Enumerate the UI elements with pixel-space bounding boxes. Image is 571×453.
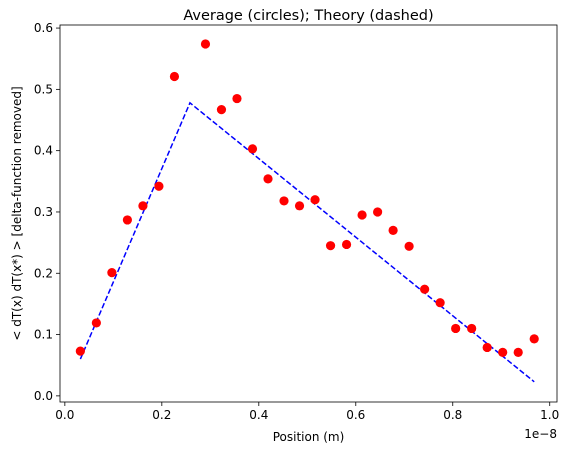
data-point	[247, 144, 258, 154]
data-point	[341, 239, 352, 250]
data-point	[232, 93, 242, 104]
data-point	[279, 196, 289, 206]
y-axis-label: < dT(x) dT(x*) > [delta-function removed…	[10, 86, 24, 340]
plot-frame	[59, 24, 558, 403]
data-point	[435, 298, 445, 308]
data-point	[420, 284, 430, 294]
data-point	[388, 225, 398, 235]
x-tick-label: 1.0	[540, 408, 559, 422]
y-axis: 0.0 0.1 0.2 0.3 0.4 0.5 0.6	[34, 21, 60, 403]
x-axis-offset-label: 1e−8	[524, 427, 557, 441]
data-point	[310, 195, 320, 205]
y-tick-label: 0.1	[34, 328, 53, 342]
chart-title: Average (circles); Theory (dashed)	[183, 8, 433, 24]
x-axis-label: Position (m)	[273, 430, 345, 444]
data-point	[294, 201, 305, 211]
data-point	[513, 347, 523, 357]
data-point	[91, 318, 101, 328]
data-point	[154, 181, 164, 191]
data-point	[200, 39, 211, 49]
data-point	[467, 323, 477, 334]
x-tick-label: 0.4	[249, 408, 268, 422]
y-tick-label: 0.0	[34, 389, 53, 403]
data-point	[357, 210, 367, 220]
data-point	[451, 323, 461, 334]
data-point	[138, 201, 148, 211]
data-point	[122, 215, 132, 225]
data-point	[107, 268, 117, 278]
data-point	[404, 241, 414, 251]
y-tick-label: 0.2	[34, 266, 53, 280]
plot-area	[59, 24, 558, 403]
data-point	[325, 241, 336, 251]
y-tick-label: 0.5	[34, 82, 53, 96]
y-tick-label: 0.4	[34, 144, 53, 158]
y-tick-label: 0.3	[34, 205, 53, 219]
data-point	[216, 104, 227, 115]
x-tick-label: 0.0	[55, 408, 74, 422]
data-point	[372, 207, 383, 217]
data-point	[169, 71, 180, 82]
x-tick-label: 0.8	[443, 408, 462, 422]
data-point	[263, 174, 273, 184]
x-axis: 0.0 0.2 0.4 0.6 0.8 1.0	[55, 402, 559, 422]
data-point	[529, 334, 539, 344]
theory-line-layer	[79, 101, 535, 383]
y-tick-label: 0.6	[34, 21, 53, 35]
x-tick-label: 0.6	[346, 408, 365, 422]
data-point	[482, 342, 492, 353]
x-tick-label: 0.2	[152, 408, 171, 422]
data-point	[498, 347, 508, 357]
theory-line	[79, 101, 535, 383]
data-point	[75, 346, 85, 356]
data-points-layer	[75, 39, 539, 357]
